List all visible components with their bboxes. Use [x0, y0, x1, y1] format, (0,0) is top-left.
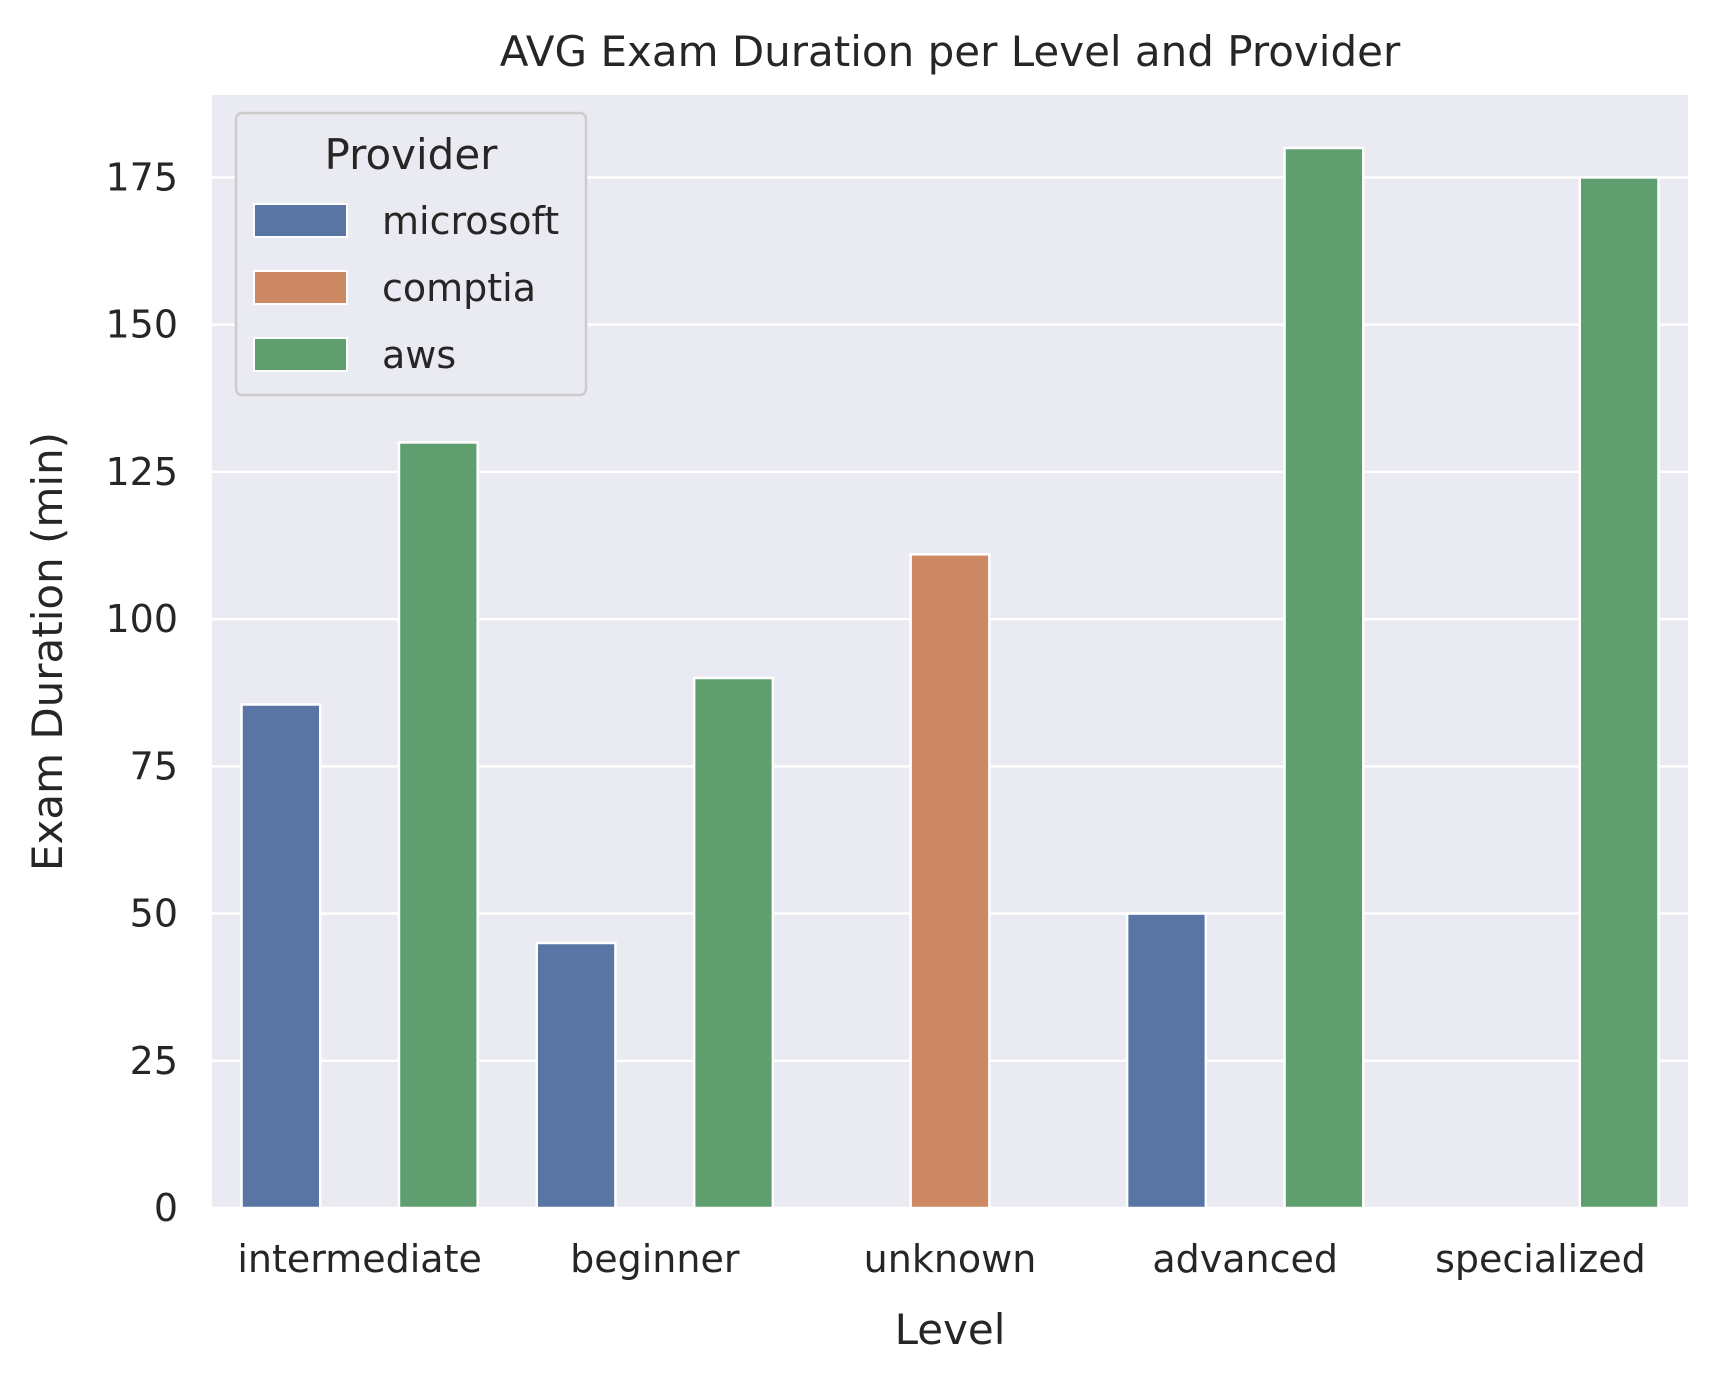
- bars: [240, 146, 1660, 1210]
- y-tick-label: 175: [105, 155, 178, 199]
- legend-swatch-aws: [253, 337, 348, 372]
- y-tick-label: 150: [105, 303, 178, 347]
- x-tick-labels: intermediate beginner unknown advanced speci…: [237, 1237, 1645, 1281]
- x-tick-label: beginner: [570, 1237, 740, 1281]
- legend-label-comptia: comptia: [382, 266, 536, 310]
- bar-aws-intermediate: [397, 441, 479, 1210]
- x-axis-label: Level: [895, 1305, 1006, 1354]
- x-tick-label: intermediate: [237, 1237, 482, 1281]
- y-tick-labels: 0 25 50 75 100 125 150 175: [105, 155, 178, 1230]
- legend-box: [234, 111, 588, 397]
- bar-comptia-unknown: [909, 553, 991, 1210]
- legend-swatch-microsoft: [253, 203, 348, 238]
- x-tick-label: unknown: [864, 1237, 1037, 1281]
- y-tick-label: 100: [105, 597, 178, 641]
- bar-microsoft-advanced: [1125, 912, 1208, 1210]
- y-tick-label: 75: [130, 744, 178, 788]
- bar-microsoft-intermediate: [240, 703, 322, 1210]
- legend: Provider microsoft comptia aws: [234, 111, 588, 397]
- legend-label-aws: aws: [382, 333, 456, 377]
- bar-aws-advanced: [1283, 146, 1365, 1210]
- bar-aws-specialized: [1578, 176, 1660, 1210]
- x-tick-label: specialized: [1435, 1237, 1646, 1281]
- y-tick-label: 125: [105, 450, 178, 494]
- legend-swatch-comptia: [253, 270, 348, 305]
- bar-microsoft-beginner: [535, 941, 617, 1210]
- bar-aws-beginner: [692, 676, 775, 1210]
- legend-title: Provider: [325, 130, 499, 179]
- y-tick-label: 25: [130, 1039, 178, 1083]
- y-tick-label: 0: [154, 1186, 178, 1230]
- legend-items: microsoft comptia aws: [253, 199, 559, 377]
- y-tick-label: 50: [130, 892, 178, 936]
- legend-label-microsoft: microsoft: [382, 199, 559, 243]
- chart-title: AVG Exam Duration per Level and Provider: [500, 27, 1401, 76]
- x-tick-label: advanced: [1152, 1237, 1338, 1281]
- y-axis-label: Exam Duration (min): [23, 432, 72, 871]
